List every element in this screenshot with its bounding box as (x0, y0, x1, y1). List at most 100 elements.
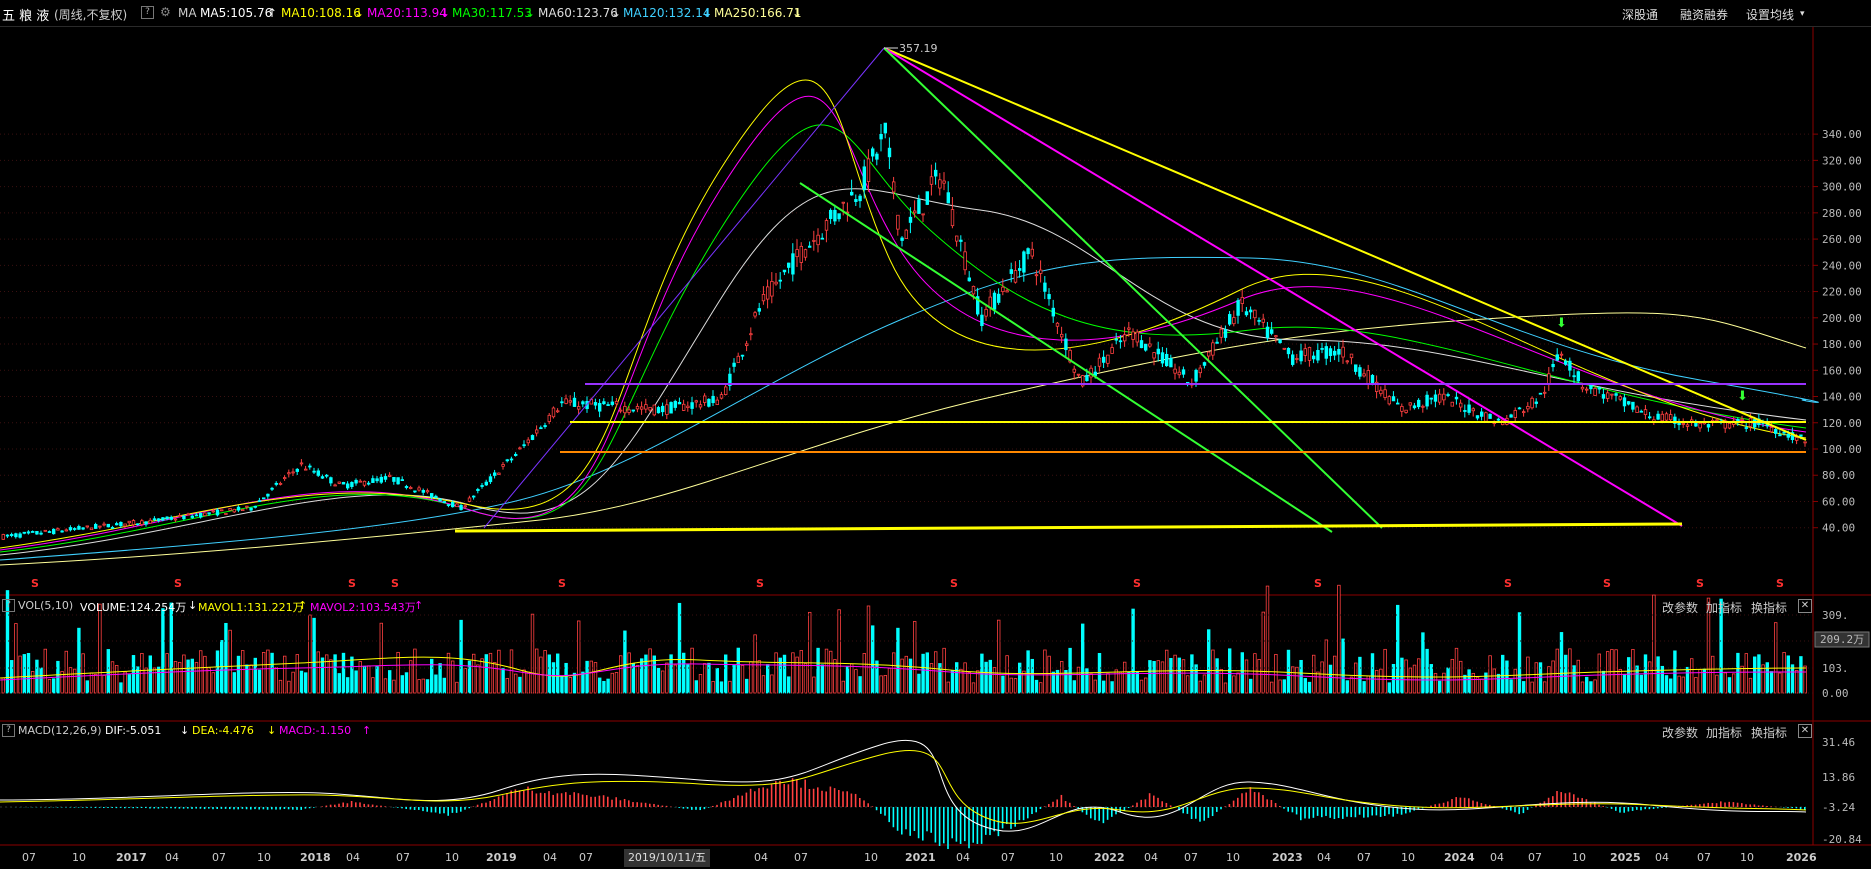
volume-bar (39, 667, 43, 694)
candle-body (471, 495, 476, 498)
price-axis: 340.00 320.00 300.00 280.00 260.00 240.00 220.… (1813, 128, 1862, 535)
candle-body (1349, 353, 1354, 359)
candle-body (1236, 300, 1240, 316)
vol-add-indicator-button[interactable]: 加指标 (1706, 601, 1743, 615)
volume-bar (383, 678, 388, 694)
candle-body (362, 480, 367, 486)
macd-add-indicator-button[interactable]: 加指标 (1706, 726, 1743, 740)
candle-body (295, 468, 299, 472)
price-tick-label: 280.00 (1822, 207, 1862, 220)
candle-body (1614, 393, 1618, 396)
stock-name[interactable]: 五 粮 液 (2, 9, 50, 24)
dividend-s-marker: S (950, 577, 958, 590)
volume-bar (585, 660, 589, 694)
volume-bar (333, 654, 337, 694)
gear-icon[interactable]: ⚙ (160, 5, 171, 19)
volume-bar (866, 605, 871, 694)
volume-bar (677, 602, 682, 694)
candle-body (215, 509, 220, 516)
candle-body (644, 404, 648, 410)
close-icon[interactable]: ✕ (1798, 724, 1812, 738)
candle-body (329, 477, 333, 484)
candle-body (963, 251, 967, 271)
macd-switch-indicator-button[interactable]: 换指标 (1751, 726, 1788, 740)
volume-bar (740, 665, 745, 694)
candle-body (715, 399, 719, 405)
candle-body (1442, 393, 1446, 401)
candle-body (896, 214, 900, 230)
ma10-line (0, 79, 1807, 549)
candle-body (749, 333, 753, 336)
volume-bar (18, 655, 22, 694)
candle-body (1543, 391, 1547, 394)
volume-bar (1261, 611, 1265, 694)
candle-body (1144, 343, 1148, 351)
candle-body (383, 476, 388, 480)
volume-bar (1425, 648, 1429, 694)
volume-bar (1324, 639, 1328, 694)
candle-body (1106, 354, 1110, 364)
macd-change-params-button[interactable]: 改参数 (1662, 726, 1699, 740)
volume-bar (245, 664, 249, 694)
candle-body (89, 527, 94, 531)
candle-body (1064, 338, 1068, 351)
candle-body (253, 505, 257, 508)
date-tick-label: 10 (72, 851, 86, 864)
candle-body (165, 516, 169, 520)
candle-body (190, 515, 194, 518)
candle-body (619, 409, 623, 412)
volume-bar (341, 652, 346, 694)
volume-bar (1664, 675, 1669, 694)
volume-bar (1148, 660, 1152, 694)
volume-bars (1, 584, 1807, 694)
vol-switch-indicator-button[interactable]: 换指标 (1751, 601, 1788, 615)
candle-body (186, 513, 190, 516)
candle-body (312, 470, 316, 473)
volume-bar (413, 648, 417, 694)
candle-body (955, 235, 959, 242)
volume-bar (992, 667, 997, 694)
volume-bar (736, 647, 740, 694)
candle-body (442, 501, 446, 503)
candle-body (1127, 327, 1131, 330)
dif-value: DIF:-5.051 (105, 724, 162, 737)
menu-shengutong[interactable]: 深股通 (1622, 8, 1659, 22)
volume-bar (1181, 659, 1186, 694)
price-tick-label: 240.00 (1822, 259, 1862, 272)
volume-bar (1736, 652, 1740, 694)
candle-body (820, 237, 824, 240)
candle-body (925, 191, 929, 205)
volume-bar (1454, 647, 1459, 694)
volume-bar (471, 653, 476, 694)
mavol2-arrow: ↑ (414, 599, 424, 612)
help-icon[interactable]: ? (2, 724, 15, 737)
candle-body (1362, 373, 1366, 377)
volume-bar (1375, 669, 1379, 694)
volume-bar (1475, 676, 1480, 694)
candle-body (161, 517, 165, 521)
volume-bar (425, 679, 430, 694)
vol-change-params-button[interactable]: 改参数 (1662, 601, 1699, 615)
date-tick-label: 04 (543, 851, 557, 864)
candle-body (556, 410, 560, 413)
candle-body (1114, 338, 1118, 341)
candle-body (1169, 358, 1173, 368)
candle-body (1299, 350, 1303, 362)
candle-body (770, 281, 774, 297)
candle-body (795, 249, 799, 258)
close-icon[interactable]: ✕ (1798, 599, 1812, 613)
date-tick-label: 04 (1490, 851, 1504, 864)
help-icon[interactable]: ? (141, 6, 154, 19)
candle-body (803, 249, 808, 258)
menu-margin-trading[interactable]: 融资融券 (1680, 8, 1729, 22)
candle-body (1425, 394, 1429, 407)
menu-set-ma[interactable]: 设置均线 (1746, 8, 1795, 22)
volume-bar (1265, 585, 1270, 694)
help-icon[interactable]: ? (2, 599, 15, 612)
chevron-down-icon[interactable]: ▾ (1800, 9, 1805, 19)
candle-body (879, 133, 883, 140)
candle-body (1522, 411, 1526, 414)
volume-bar (329, 659, 333, 694)
volume-bar (43, 648, 47, 694)
